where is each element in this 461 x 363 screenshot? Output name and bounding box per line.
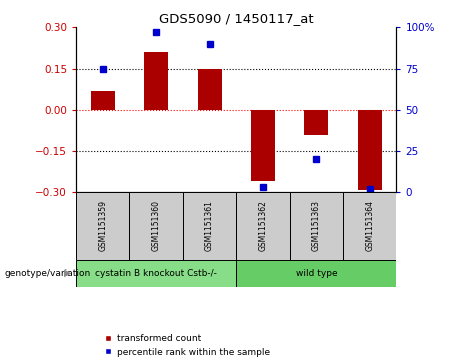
Text: GSM1151363: GSM1151363 xyxy=(312,200,321,252)
Bar xyxy=(76,260,236,287)
Bar xyxy=(236,260,396,287)
Bar xyxy=(198,69,222,110)
Bar xyxy=(236,192,290,260)
Bar xyxy=(76,192,130,260)
Bar xyxy=(130,192,183,260)
Text: genotype/variation: genotype/variation xyxy=(5,269,91,278)
Text: GSM1151362: GSM1151362 xyxy=(259,200,267,252)
Title: GDS5090 / 1450117_at: GDS5090 / 1450117_at xyxy=(159,12,313,25)
Text: GSM1151361: GSM1151361 xyxy=(205,200,214,252)
Bar xyxy=(183,192,236,260)
Bar xyxy=(251,110,275,182)
Text: GSM1151364: GSM1151364 xyxy=(365,200,374,252)
Bar xyxy=(358,110,382,189)
Bar xyxy=(144,52,168,110)
Bar xyxy=(304,110,328,135)
Text: ▶: ▶ xyxy=(64,268,71,278)
Bar xyxy=(290,192,343,260)
Bar xyxy=(91,90,115,110)
Legend: transformed count, percentile rank within the sample: transformed count, percentile rank withi… xyxy=(104,334,270,357)
Text: GSM1151360: GSM1151360 xyxy=(152,200,161,252)
Text: wild type: wild type xyxy=(296,269,337,278)
Text: cystatin B knockout Cstb-/-: cystatin B knockout Cstb-/- xyxy=(95,269,217,278)
Text: GSM1151359: GSM1151359 xyxy=(98,200,107,252)
Bar xyxy=(343,192,396,260)
